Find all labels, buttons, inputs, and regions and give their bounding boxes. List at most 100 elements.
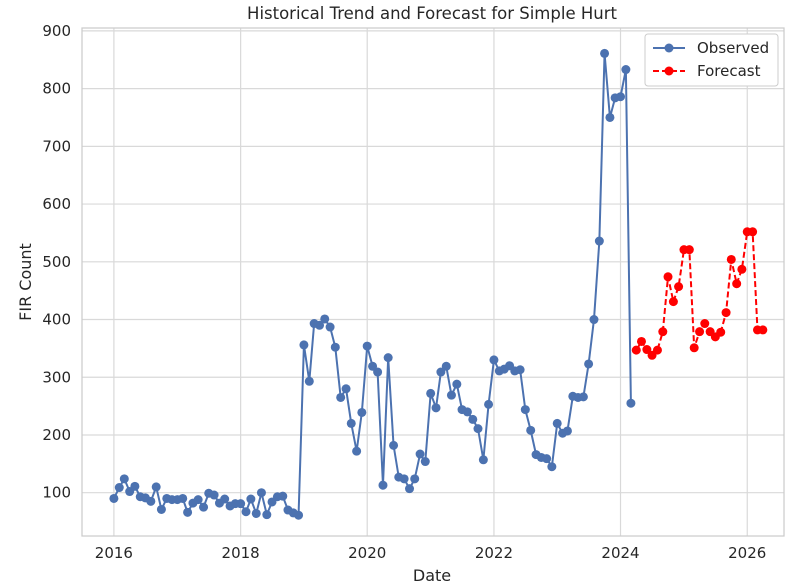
observed-point bbox=[489, 355, 499, 365]
observed-point bbox=[473, 424, 483, 434]
forecast-point bbox=[695, 327, 705, 337]
forecast-point bbox=[689, 343, 699, 353]
y-tick-label: 100 bbox=[42, 484, 71, 502]
observed-point bbox=[262, 510, 272, 520]
observed-point bbox=[256, 488, 266, 498]
y-tick-label: 700 bbox=[42, 137, 71, 155]
observed-point bbox=[299, 340, 309, 350]
observed-point bbox=[605, 112, 615, 122]
observed-point bbox=[352, 446, 362, 456]
y-tick-label: 500 bbox=[42, 253, 71, 271]
observed-point bbox=[542, 454, 552, 464]
observed-point bbox=[304, 376, 314, 386]
forecast-point bbox=[663, 272, 673, 282]
grid bbox=[82, 28, 784, 536]
forecast-point bbox=[716, 327, 726, 337]
observed-point bbox=[520, 405, 530, 415]
legend-observed-marker bbox=[664, 43, 674, 53]
series-layer bbox=[109, 48, 768, 520]
observed-point bbox=[415, 449, 425, 459]
observed-point bbox=[431, 403, 441, 413]
observed-point bbox=[330, 342, 340, 352]
observed-point bbox=[436, 367, 446, 377]
observed-point bbox=[156, 504, 166, 514]
forecast-point bbox=[732, 279, 742, 289]
observed-point bbox=[589, 315, 599, 325]
observed-point bbox=[484, 399, 494, 409]
observed-point bbox=[462, 407, 472, 417]
observed-point bbox=[357, 407, 367, 417]
x-tick-label: 2022 bbox=[475, 544, 513, 562]
observed-point bbox=[562, 426, 572, 436]
observed-point bbox=[220, 494, 230, 504]
legend-forecast-label: Forecast bbox=[697, 62, 761, 80]
observed-point bbox=[446, 390, 456, 400]
observed-point bbox=[209, 490, 219, 500]
observed-point bbox=[600, 48, 610, 58]
forecast-point bbox=[668, 297, 678, 307]
observed-point bbox=[336, 392, 346, 402]
observed-point bbox=[441, 361, 451, 371]
forecast-point bbox=[758, 325, 768, 335]
observed-point bbox=[236, 499, 246, 509]
y-tick-label: 600 bbox=[42, 195, 71, 213]
observed-point bbox=[246, 494, 256, 504]
observed-point bbox=[373, 367, 383, 377]
forecast-point bbox=[642, 345, 652, 355]
observed-point bbox=[426, 388, 436, 398]
observed-point bbox=[151, 482, 161, 492]
observed-point bbox=[594, 236, 604, 246]
forecast-point bbox=[721, 308, 731, 318]
chart-title: Historical Trend and Forecast for Simple… bbox=[247, 4, 617, 23]
y-tick-label: 300 bbox=[42, 368, 71, 386]
y-tick-label: 400 bbox=[42, 311, 71, 329]
observed-point bbox=[109, 493, 119, 503]
observed-point bbox=[241, 507, 251, 517]
forecast-point bbox=[726, 254, 736, 264]
observed-point bbox=[578, 392, 588, 402]
forecast-point bbox=[636, 336, 646, 346]
observed-point bbox=[410, 474, 420, 484]
observed-point bbox=[616, 92, 626, 102]
y-tick-label: 900 bbox=[42, 22, 71, 40]
observed-point bbox=[626, 398, 636, 408]
legend-observed-label: Observed bbox=[697, 39, 769, 57]
observed-point bbox=[452, 379, 462, 389]
observed-point bbox=[621, 65, 631, 75]
forecast-point bbox=[748, 227, 758, 237]
observed-point bbox=[389, 440, 399, 450]
observed-point bbox=[278, 491, 288, 501]
observed-point bbox=[515, 365, 525, 375]
x-tick-label: 2016 bbox=[95, 544, 133, 562]
observed-point bbox=[378, 480, 388, 490]
observed-point bbox=[183, 507, 193, 517]
x-tick-label: 2026 bbox=[728, 544, 766, 562]
legend: Observed Forecast bbox=[644, 33, 779, 87]
series-forecast bbox=[631, 227, 768, 360]
observed-point bbox=[346, 418, 356, 428]
x-tick-label: 2020 bbox=[348, 544, 386, 562]
tick-labels: 2016 2018 2020 2022 2024 2026 100 200 300 400 500 6… bbox=[42, 22, 766, 562]
observed-point bbox=[199, 502, 209, 512]
observed-point bbox=[383, 353, 393, 363]
observed-point bbox=[146, 496, 156, 506]
forecast-point bbox=[700, 319, 710, 329]
observed-point bbox=[178, 493, 188, 503]
observed-point bbox=[114, 483, 124, 493]
observed-point bbox=[468, 414, 478, 424]
forecast-point bbox=[737, 264, 747, 274]
observed-point bbox=[119, 474, 129, 484]
x-tick-label: 2018 bbox=[222, 544, 260, 562]
observed-point bbox=[362, 341, 372, 351]
observed-point bbox=[325, 322, 335, 332]
forecast-point bbox=[658, 327, 668, 337]
x-tick-label: 2024 bbox=[601, 544, 639, 562]
x-axis-label: Date bbox=[413, 566, 451, 585]
forecast-point bbox=[684, 245, 694, 255]
observed-point bbox=[526, 425, 536, 435]
y-axis-label: FIR Count bbox=[16, 243, 35, 321]
forecast-point bbox=[652, 345, 662, 355]
observed-point bbox=[399, 474, 409, 484]
plot-frame bbox=[81, 27, 785, 537]
